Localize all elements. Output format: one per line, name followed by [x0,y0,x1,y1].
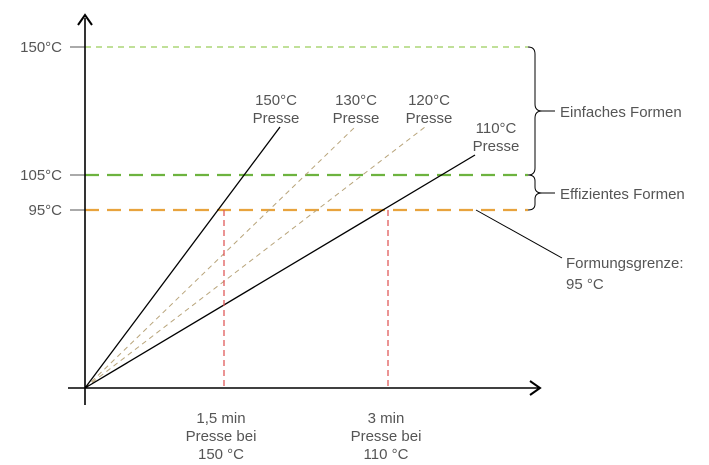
time-label-150c-line1: 1,5 min [196,410,245,427]
press-label-120c-word: Presse [406,110,453,127]
press-label-130c-temp: 130°C [335,92,377,109]
press-label-150c-word: Presse [253,110,300,127]
press-line-110c [84,154,476,389]
limit-label-line1: Formungsgrenze: [566,255,684,272]
time-label-110c-line2: Presse bei [351,428,422,445]
limit-leader-line [475,209,563,259]
press-line-130c [84,126,356,389]
x-axis-arrow-icon [529,380,542,396]
y-label-150c: 150°C [20,39,62,56]
range-label-efficient-forming: Effizientes Formen [560,186,685,203]
press-line-150c [84,126,281,389]
press-label-120c-temp: 120°C [408,92,450,109]
limit-label-line2: 95 °C [566,276,604,293]
y-axis-arrow-icon [77,13,93,26]
brace-efficient-forming [527,174,543,211]
press-label-150c-temp: 150°C [255,92,297,109]
y-label-95c: 95°C [28,202,62,219]
press-label-110c-temp: 110°C [476,120,517,137]
time-label-150c-line3: 150 °C [198,446,244,463]
time-label-150c-line2: Presse bei [186,428,257,445]
time-label-110c-line3: 110 °C [364,446,409,463]
press-label-130c-word: Presse [333,110,380,127]
brace-easy-forming [527,46,543,176]
range-label-easy-forming: Einfaches Formen [560,104,682,121]
press-line-120c [84,126,426,389]
time-label-110c-line1: 3 min [368,410,405,427]
y-label-105c: 105°C [20,167,62,184]
press-label-110c-word: Presse [473,138,520,155]
